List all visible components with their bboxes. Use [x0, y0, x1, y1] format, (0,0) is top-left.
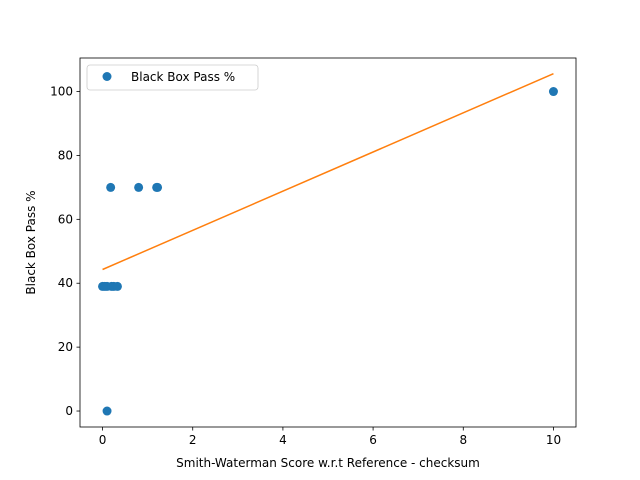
data-point-7 [106, 182, 116, 192]
x-tick-label: 4 [279, 433, 287, 447]
y-tick-label: 0 [65, 404, 73, 418]
x-axis-label: Smith-Waterman Score w.r.t Reference - c… [176, 456, 480, 470]
x-tick-label: 8 [459, 433, 467, 447]
y-tick-label: 100 [50, 85, 73, 99]
legend-marker [102, 72, 112, 81]
y-tick-label: 40 [58, 276, 73, 290]
legend-label: Black Box Pass % [131, 70, 235, 84]
y-tick-label: 20 [58, 340, 73, 354]
data-point-5 [112, 281, 122, 291]
legend: Black Box Pass % [86, 64, 259, 91]
plot-area [98, 72, 558, 416]
axes-frame [79, 57, 577, 428]
x-tick-label: 2 [189, 433, 197, 447]
x-tick-label: 10 [546, 433, 561, 447]
data-point-11 [548, 87, 558, 97]
y-tick-label: 80 [58, 148, 73, 162]
data-point-6 [102, 406, 112, 416]
y-tick-label: 60 [58, 212, 73, 226]
legend-box [86, 64, 259, 91]
x-tick-label: 6 [369, 433, 377, 447]
trend-line [102, 72, 554, 271]
y-axis-label: Black Box Pass % [24, 190, 38, 294]
data-point-10 [153, 182, 163, 192]
data-point-8 [134, 182, 144, 192]
x-tick-label: 0 [99, 433, 107, 447]
